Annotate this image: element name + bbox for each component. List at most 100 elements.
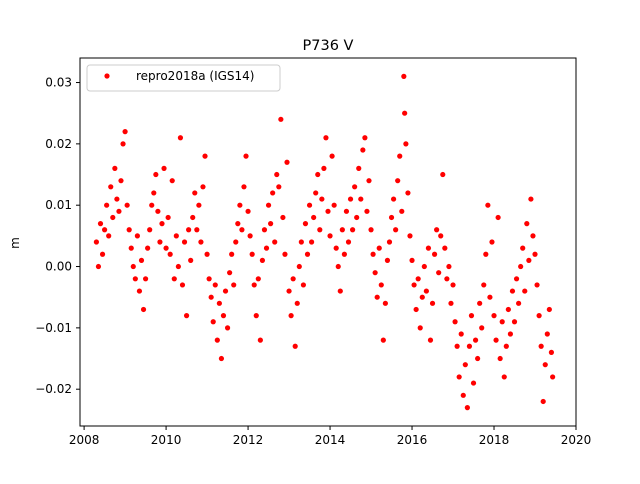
y-tick-label: −0.02: [35, 382, 72, 396]
data-point: [524, 221, 530, 227]
data-point: [325, 208, 331, 214]
data-point: [165, 214, 171, 221]
data-point: [513, 276, 520, 282]
data-point: [456, 374, 462, 380]
data-point: [386, 239, 393, 245]
data-point: [448, 300, 454, 306]
data-point: [140, 306, 147, 313]
data-point: [349, 227, 356, 233]
data-point: [286, 288, 292, 294]
data-point: [288, 313, 294, 319]
data-point: [110, 214, 116, 221]
data-point: [388, 214, 395, 221]
data-point: [200, 184, 206, 190]
data-point: [343, 208, 350, 214]
legend-label: repro2018a (IGS14): [136, 69, 254, 83]
data-point: [97, 221, 104, 227]
data-point: [157, 239, 163, 245]
data-point: [339, 227, 345, 233]
data-point: [485, 202, 491, 208]
data-point: [444, 276, 450, 282]
data-point: [472, 337, 479, 343]
data-point: [479, 325, 485, 331]
data-point: [292, 343, 298, 349]
data-point: [235, 221, 241, 227]
data-point: [516, 300, 522, 306]
data-point: [161, 165, 167, 171]
data-point: [331, 202, 337, 208]
data-point: [222, 288, 229, 294]
data-point: [311, 214, 317, 221]
data-point: [245, 208, 251, 214]
data-point: [101, 227, 108, 233]
data-point: [540, 398, 546, 405]
x-tick-label: 2012: [233, 433, 264, 447]
data-point: [542, 362, 548, 368]
data-point: [526, 257, 532, 263]
data-point: [268, 221, 274, 227]
data-point: [188, 257, 194, 263]
data-point: [475, 355, 481, 362]
y-axis-label: m: [8, 237, 22, 249]
data-point: [360, 147, 366, 153]
data-point: [130, 263, 136, 270]
data-point: [431, 251, 438, 257]
data-point: [497, 355, 503, 362]
data-point: [120, 141, 126, 147]
data-point: [395, 178, 401, 184]
data-point: [362, 135, 368, 141]
data-point: [356, 165, 362, 171]
data-point: [227, 270, 233, 276]
x-tick-label: 2014: [315, 433, 346, 447]
data-point: [536, 313, 542, 319]
data-point: [136, 288, 143, 294]
data-point: [181, 239, 188, 245]
data-point: [446, 263, 452, 270]
data-point: [503, 343, 509, 349]
data-point: [417, 325, 423, 331]
data-point: [167, 251, 173, 257]
data-point: [436, 270, 442, 276]
data-point: [470, 380, 477, 386]
data-point: [309, 239, 315, 245]
data-point: [481, 282, 487, 288]
data-point: [401, 73, 407, 79]
data-point: [128, 245, 134, 251]
data-point: [151, 190, 157, 196]
legend-box: [86, 64, 281, 92]
data-point: [116, 208, 122, 214]
data-point: [272, 239, 278, 245]
data-point: [138, 257, 145, 263]
data-point: [122, 129, 128, 135]
data-point: [177, 135, 184, 141]
data-point: [405, 190, 411, 196]
data-point: [413, 306, 419, 313]
data-point: [220, 313, 227, 319]
data-point: [509, 288, 516, 294]
data-point: [366, 178, 372, 184]
data-point: [511, 319, 518, 325]
data-point: [345, 239, 352, 245]
data-point: [464, 405, 470, 411]
data-point: [280, 214, 286, 221]
data-point: [104, 202, 110, 208]
data-point: [402, 110, 408, 116]
data-point: [155, 208, 161, 214]
data-point: [460, 392, 466, 398]
data-point: [382, 300, 388, 306]
data-point: [142, 276, 149, 282]
data-point: [399, 208, 405, 214]
data-point: [477, 300, 483, 306]
data-point: [206, 276, 212, 282]
data-point: [257, 337, 263, 343]
data-point: [306, 202, 313, 208]
data-point: [313, 190, 319, 196]
data-point: [179, 282, 186, 288]
data-point: [300, 282, 307, 288]
data-point: [384, 257, 391, 263]
data-point: [93, 239, 99, 245]
x-tick-label: 2010: [151, 433, 182, 447]
data-point: [520, 245, 526, 251]
